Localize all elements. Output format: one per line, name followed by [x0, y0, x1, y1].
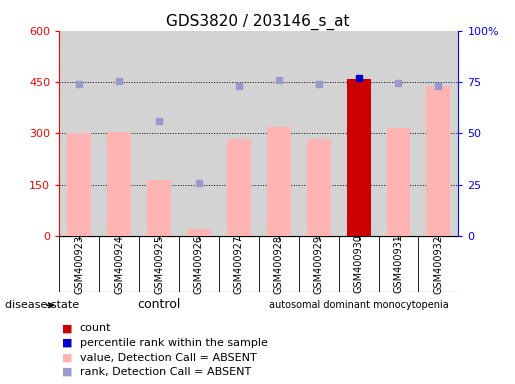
Text: control: control: [138, 298, 181, 311]
Text: GSM400929: GSM400929: [314, 235, 323, 293]
Text: GSM400928: GSM400928: [274, 235, 284, 293]
Text: ■: ■: [62, 353, 72, 362]
Text: GSM400926: GSM400926: [194, 235, 204, 293]
Bar: [227, 139, 251, 236]
Text: percentile rank within the sample: percentile rank within the sample: [80, 338, 268, 348]
Bar: [67, 133, 91, 236]
Text: value, Detection Call = ABSENT: value, Detection Call = ABSENT: [80, 353, 256, 362]
Text: GDS3820 / 203146_s_at: GDS3820 / 203146_s_at: [166, 13, 349, 30]
Bar: [187, 228, 211, 236]
Text: GSM400932: GSM400932: [434, 235, 443, 293]
Text: GSM400923: GSM400923: [74, 235, 84, 293]
Bar: [386, 128, 410, 236]
Text: autosomal dominant monocytopenia: autosomal dominant monocytopenia: [269, 300, 449, 310]
Bar: [307, 139, 331, 236]
Bar: [347, 79, 370, 236]
Text: GSM400931: GSM400931: [393, 235, 403, 293]
Text: ■: ■: [62, 323, 72, 333]
Text: GSM400925: GSM400925: [154, 235, 164, 293]
Text: GSM400930: GSM400930: [354, 235, 364, 293]
Text: count: count: [80, 323, 111, 333]
Bar: [147, 180, 171, 236]
Text: rank, Detection Call = ABSENT: rank, Detection Call = ABSENT: [80, 367, 251, 377]
Text: disease state: disease state: [5, 300, 79, 310]
Text: ■: ■: [62, 338, 72, 348]
Bar: [267, 127, 290, 236]
Bar: [107, 132, 131, 236]
Text: ■: ■: [62, 367, 72, 377]
Bar: [426, 86, 450, 236]
Text: GSM400924: GSM400924: [114, 235, 124, 293]
Text: GSM400927: GSM400927: [234, 235, 244, 293]
